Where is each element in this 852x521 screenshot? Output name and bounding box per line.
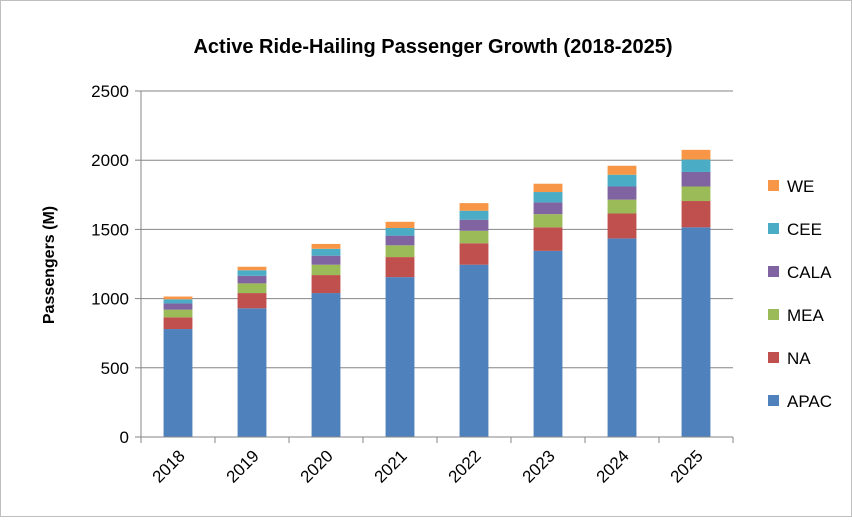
bar-na-2025 [681, 201, 711, 228]
y-axis-label: Passengers (M) [41, 206, 58, 324]
bar-na-2018 [163, 317, 193, 330]
bar-cee-2018 [163, 299, 193, 304]
bar-cee-2021 [385, 228, 415, 236]
bar-cala-2024 [607, 186, 637, 200]
gridlines [135, 90, 733, 438]
legend-label-we: WE [787, 177, 814, 196]
x-tick-label: 2021 [371, 446, 411, 486]
bar-apac-2024 [607, 238, 637, 437]
bars-group [163, 149, 711, 437]
y-tick-label: 2000 [91, 151, 129, 170]
x-tick-label: 2019 [223, 446, 263, 486]
bar-mea-2023 [533, 214, 563, 228]
y-tick-labels: 0 500 1000 1500 2000 2500 [91, 82, 129, 447]
bar-we-2023 [533, 183, 563, 193]
bar-mea-2025 [681, 186, 711, 202]
bar-mea-2024 [607, 199, 637, 214]
bar-cee-2025 [681, 159, 711, 172]
bar-cala-2020 [311, 255, 341, 265]
x-tick-label: 2024 [593, 446, 633, 486]
bar-apac-2021 [385, 277, 415, 437]
x-tick-label: 2023 [519, 446, 559, 486]
x-tick-label: 2022 [445, 446, 485, 486]
x-tick-labels: 2018 2019 2020 2021 2022 2023 2024 2025 [149, 446, 707, 486]
bar-we-2021 [385, 221, 415, 229]
bar-mea-2018 [163, 309, 193, 318]
legend-swatch-na [768, 352, 779, 363]
x-tick-label: 2018 [149, 446, 189, 486]
bar-apac-2022 [459, 264, 489, 437]
axes [140, 91, 734, 443]
y-tick-label: 500 [101, 359, 129, 378]
bar-mea-2020 [311, 264, 341, 276]
bar-apac-2025 [681, 227, 711, 437]
bar-we-2025 [681, 149, 711, 160]
y-tick-label: 2500 [91, 82, 129, 101]
legend-label-apac: APAC [787, 392, 832, 411]
bar-we-2022 [459, 203, 489, 211]
legend-label-cala: CALA [787, 263, 832, 282]
y-tick-label: 1000 [91, 290, 129, 309]
bar-cee-2020 [311, 248, 341, 256]
bar-cala-2023 [533, 202, 563, 215]
legend-swatch-mea [768, 309, 779, 320]
y-tick-label: 0 [120, 428, 129, 447]
x-tick-label: 2025 [667, 446, 707, 486]
bar-we-2018 [163, 296, 193, 300]
legend-swatch-apac [768, 395, 779, 406]
x-tick-label: 2020 [297, 446, 337, 486]
bar-apac-2018 [163, 329, 193, 437]
legend-swatch-we [768, 180, 779, 191]
legend-label-mea: MEA [787, 306, 825, 325]
legend-swatch-cee [768, 223, 779, 234]
bar-cala-2025 [681, 171, 711, 187]
legend: WE CEE CALA MEA NA APAC [768, 177, 832, 411]
bar-we-2020 [311, 243, 341, 249]
bar-cala-2021 [385, 235, 415, 246]
bar-cee-2023 [533, 192, 563, 203]
bar-cala-2022 [459, 219, 489, 231]
chart-title: Active Ride-Hailing Passenger Growth (20… [193, 36, 672, 58]
bar-na-2022 [459, 243, 489, 265]
bar-apac-2019 [237, 308, 267, 437]
legend-label-na: NA [787, 349, 811, 368]
bar-cala-2018 [163, 303, 193, 310]
bar-na-2024 [607, 213, 637, 239]
bar-mea-2021 [385, 245, 415, 258]
legend-swatch-cala [768, 266, 779, 277]
bar-na-2020 [311, 275, 341, 294]
legend-label-cee: CEE [787, 220, 822, 239]
y-tick-label: 1500 [91, 220, 129, 239]
bar-cala-2019 [237, 275, 267, 284]
bar-mea-2022 [459, 230, 489, 244]
bar-we-2024 [607, 165, 637, 175]
bar-mea-2019 [237, 283, 267, 294]
bar-na-2021 [385, 257, 415, 278]
bar-na-2019 [237, 293, 267, 309]
bar-cee-2019 [237, 270, 267, 276]
bar-we-2019 [237, 266, 267, 271]
bar-cee-2022 [459, 210, 489, 220]
bar-na-2023 [533, 227, 563, 251]
bar-apac-2020 [311, 293, 341, 437]
bar-cee-2024 [607, 174, 637, 187]
bar-apac-2023 [533, 250, 563, 437]
